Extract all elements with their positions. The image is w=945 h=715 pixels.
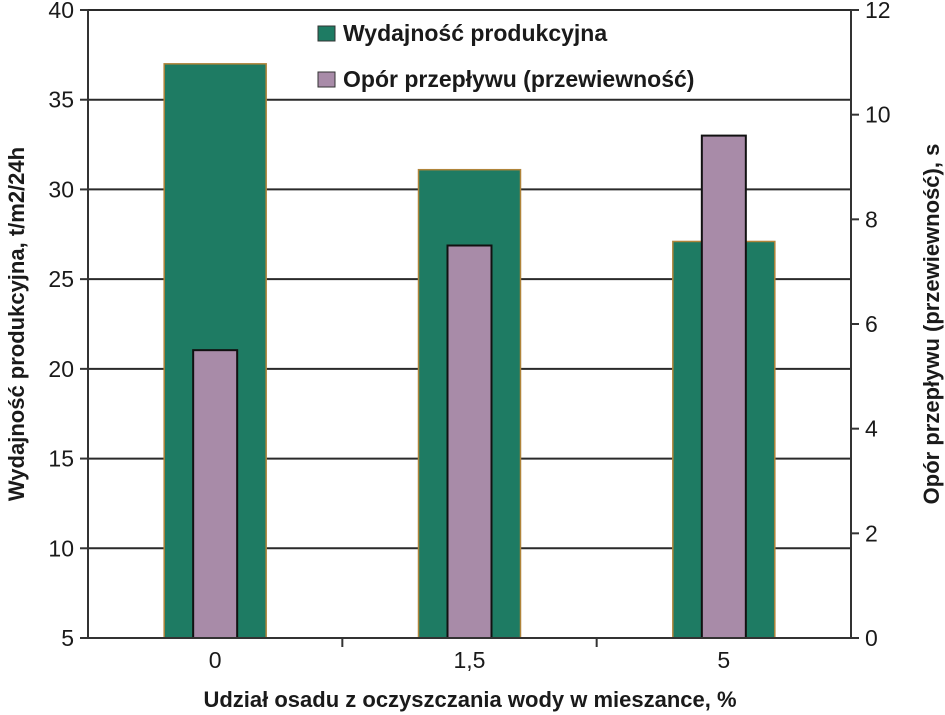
x-axis-title: Udział osadu z oczyszczania wody w miesz… [203,687,736,712]
legend-label-series-2: Opór przepływu (przewiewność) [343,66,694,92]
right-tick-label: 8 [865,206,878,232]
left-tick-label: 5 [61,625,74,651]
left-tick-label: 35 [48,87,74,113]
right-tick-label: 12 [865,0,891,23]
left-tick-label: 25 [48,266,74,292]
left-axis-title: Wydajność produkcyjna, t/m2/24h [4,147,29,501]
left-tick-label: 20 [48,356,74,382]
left-tick-label: 10 [48,535,74,561]
left-tick-labels: 5 10 15 20 25 30 35 40 [48,0,88,651]
legend: Wydajność produkcyjna Opór przepływu (pr… [317,20,694,92]
legend-label-series-1: Wydajność produkcyjna [343,20,607,46]
x-tick-label: 1,5 [454,647,486,673]
left-tick-label: 15 [48,446,74,472]
x-tick-label: 0 [209,647,222,673]
right-axis-title: Opór przepływu (przewiewność), s [919,144,944,505]
right-tick-label: 4 [865,416,878,442]
x-tick-labels: 0 1,5 5 [209,638,730,673]
x-tick-label: 5 [717,647,730,673]
right-tick-labels: 0 2 4 6 8 10 12 [851,0,891,651]
right-tick-label: 6 [865,311,878,337]
left-tick-label: 30 [48,176,74,202]
right-tick-label: 10 [865,102,891,128]
left-tick-label: 40 [48,0,74,23]
bar-series-2 [192,349,239,639]
right-tick-label: 0 [865,625,878,651]
right-tick-label: 2 [865,520,878,546]
bar-series-2 [446,244,493,639]
legend-swatch-series-2 [317,71,336,88]
bar-series-2 [700,134,747,639]
legend-swatch-series-1 [317,25,336,42]
bars [163,63,776,639]
